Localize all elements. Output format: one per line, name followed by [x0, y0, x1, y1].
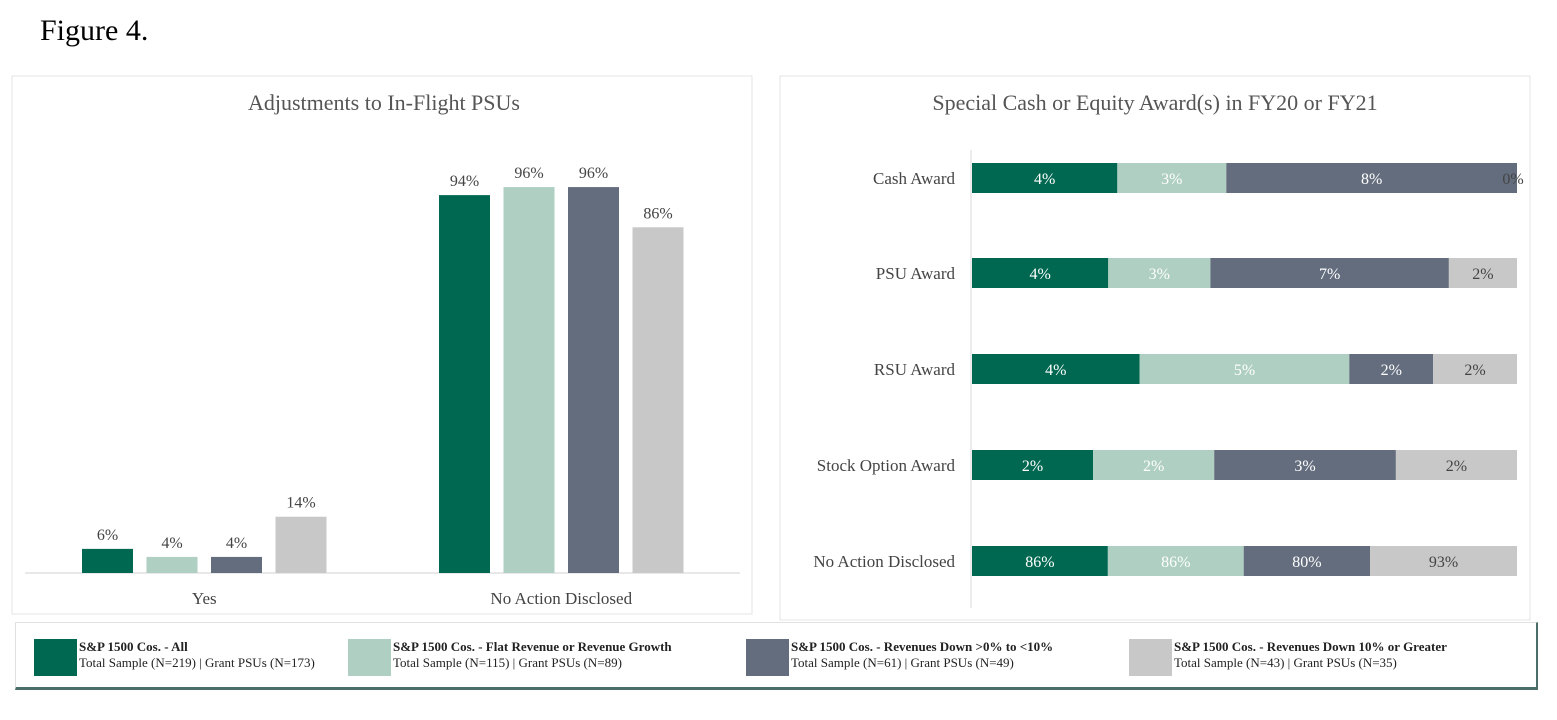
bar-yes-series-4 [275, 516, 327, 573]
stacked-bar-stock-option-award-series-1 [972, 450, 1094, 480]
legend-sample-size: Total Sample (N=115) | Grant PSUs (N=89) [393, 655, 622, 670]
figure-title: Figure 4. [40, 14, 149, 47]
stacked-bar-data-label: 2% [1022, 458, 1043, 475]
bar-yes-series-2 [146, 556, 198, 573]
left-panel-border [11, 75, 753, 615]
stacked-bar-stock-option-award-series-4 [1395, 450, 1517, 480]
stacked-bar-data-label: 2% [1143, 458, 1164, 475]
legend-series-name: S&P 1500 Cos. - Revenues Down >0% to <10… [791, 639, 1054, 654]
stacked-bar-no-action-disclosed-series-4 [1370, 546, 1517, 576]
legend-item: S&P 1500 Cos. - Flat Revenue or Revenue … [348, 639, 672, 676]
stacked-bar-data-label: 4% [1034, 171, 1055, 188]
stacked-bar-data-label: 2% [1446, 458, 1467, 475]
stacked-bar-data-label: 3% [1149, 266, 1170, 283]
legend-swatch [1129, 639, 1172, 676]
bar-data-label: 14% [286, 495, 315, 512]
stacked-bar-cash-award-series-2 [1117, 163, 1227, 193]
stacked-bar-data-label: 3% [1294, 458, 1315, 475]
bar-no-action-disclosed-series-1 [439, 195, 490, 573]
stacked-bar-rsu-award-series-1 [972, 354, 1140, 384]
bar-data-label: 6% [97, 527, 118, 544]
stacked-bar-no-action-disclosed-series-1 [972, 546, 1108, 576]
legend: S&P 1500 Cos. - All Total Sample (N=219) … [15, 622, 1538, 690]
bar-no-action-disclosed-series-4 [632, 227, 684, 573]
legend-series-name: S&P 1500 Cos. - Flat Revenue or Revenue … [393, 639, 672, 654]
y-tick-label: Stock Option Award [817, 456, 956, 475]
legend-item: S&P 1500 Cos. - Revenues Down 10% or Gre… [1129, 639, 1447, 676]
legend-sample-size: Total Sample (N=219) | Grant PSUs (N=173… [79, 655, 315, 670]
legend-text: S&P 1500 Cos. - Revenues Down >0% to <10… [791, 639, 1053, 671]
stacked-bar-data-label: 80% [1292, 554, 1321, 571]
stacked-bar-no-action-disclosed-series-3 [1243, 546, 1371, 576]
legend-series-name: S&P 1500 Cos. - Revenues Down 10% or Gre… [1174, 639, 1447, 654]
stacked-bar-data-label: 8% [1361, 171, 1382, 188]
stacked-bar-data-label: 2% [1464, 362, 1485, 379]
legend-swatch [348, 639, 391, 676]
left-chart-title: Adjustments to In-Flight PSUs [248, 90, 520, 115]
legend-sample-size: Total Sample (N=61) | Grant PSUs (N=49) [791, 655, 1014, 670]
bar-data-label: 4% [161, 535, 182, 552]
y-tick-label: PSU Award [876, 264, 956, 283]
x-tick-label: No Action Disclosed [490, 589, 632, 608]
stacked-bar-psu-award-series-3 [1210, 258, 1449, 288]
stacked-bar-data-label: 0% [1502, 171, 1523, 188]
stacked-bar-data-label: 86% [1025, 554, 1054, 571]
stacked-bar-stock-option-award-series-3 [1214, 450, 1396, 480]
stacked-bar-data-label: 2% [1472, 266, 1493, 283]
right-panel-border [779, 75, 1531, 621]
stacked-bar-rsu-award-series-2 [1139, 354, 1350, 384]
right-chart-title: Special Cash or Equity Award(s) in FY20 … [932, 90, 1377, 115]
x-tick-label: Yes [192, 589, 217, 608]
legend-item: S&P 1500 Cos. - All Total Sample (N=219) … [34, 639, 315, 676]
stacked-bar-rsu-award-series-3 [1349, 354, 1434, 384]
bar-data-label: 4% [226, 535, 247, 552]
legend-text: S&P 1500 Cos. - Revenues Down 10% or Gre… [1174, 639, 1447, 671]
stacked-bar-data-label: 93% [1429, 554, 1458, 571]
stacked-bar-data-label: 4% [1029, 266, 1050, 283]
legend-swatch [746, 639, 789, 676]
stacked-bar-rsu-award-series-4 [1433, 354, 1517, 384]
stacked-bar-data-label: 4% [1045, 362, 1066, 379]
stacked-bar-data-label: 3% [1161, 171, 1182, 188]
stacked-bar-no-action-disclosed-series-2 [1107, 546, 1244, 576]
stacked-bar-data-label: 5% [1234, 362, 1255, 379]
legend-text: S&P 1500 Cos. - Flat Revenue or Revenue … [393, 639, 672, 671]
stacked-bar-psu-award-series-2 [1108, 258, 1211, 288]
y-tick-label: Cash Award [873, 169, 956, 188]
stacked-bar-cash-award-series-1 [972, 163, 1118, 193]
stacked-bar-psu-award-series-1 [972, 258, 1109, 288]
bar-data-label: 86% [643, 205, 672, 222]
legend-swatch [34, 639, 77, 676]
stacked-bar-data-label: 86% [1161, 554, 1190, 571]
stacked-bar-data-label: 2% [1381, 362, 1402, 379]
y-tick-label: RSU Award [874, 360, 956, 379]
stacked-bar-stock-option-award-series-2 [1093, 450, 1215, 480]
stacked-bar-data-label: 7% [1319, 266, 1340, 283]
bar-data-label: 94% [450, 173, 479, 190]
bar-data-label: 96% [579, 165, 608, 182]
legend-item: S&P 1500 Cos. - Revenues Down >0% to <10… [746, 639, 1053, 676]
stacked-bar-cash-award-series-3 [1226, 163, 1517, 193]
legend-text: S&P 1500 Cos. - All Total Sample (N=219) … [79, 639, 315, 671]
legend-series-name: S&P 1500 Cos. - All [79, 639, 188, 654]
bar-yes-series-3 [211, 556, 262, 573]
bar-no-action-disclosed-series-3 [568, 187, 619, 573]
bar-data-label: 96% [514, 165, 543, 182]
bar-no-action-disclosed-series-2 [503, 187, 555, 573]
y-tick-label: No Action Disclosed [813, 552, 955, 571]
stacked-bar-psu-award-series-4 [1448, 258, 1517, 288]
bar-yes-series-1 [82, 548, 133, 573]
legend-sample-size: Total Sample (N=43) | Grant PSUs (N=35) [1174, 655, 1397, 670]
